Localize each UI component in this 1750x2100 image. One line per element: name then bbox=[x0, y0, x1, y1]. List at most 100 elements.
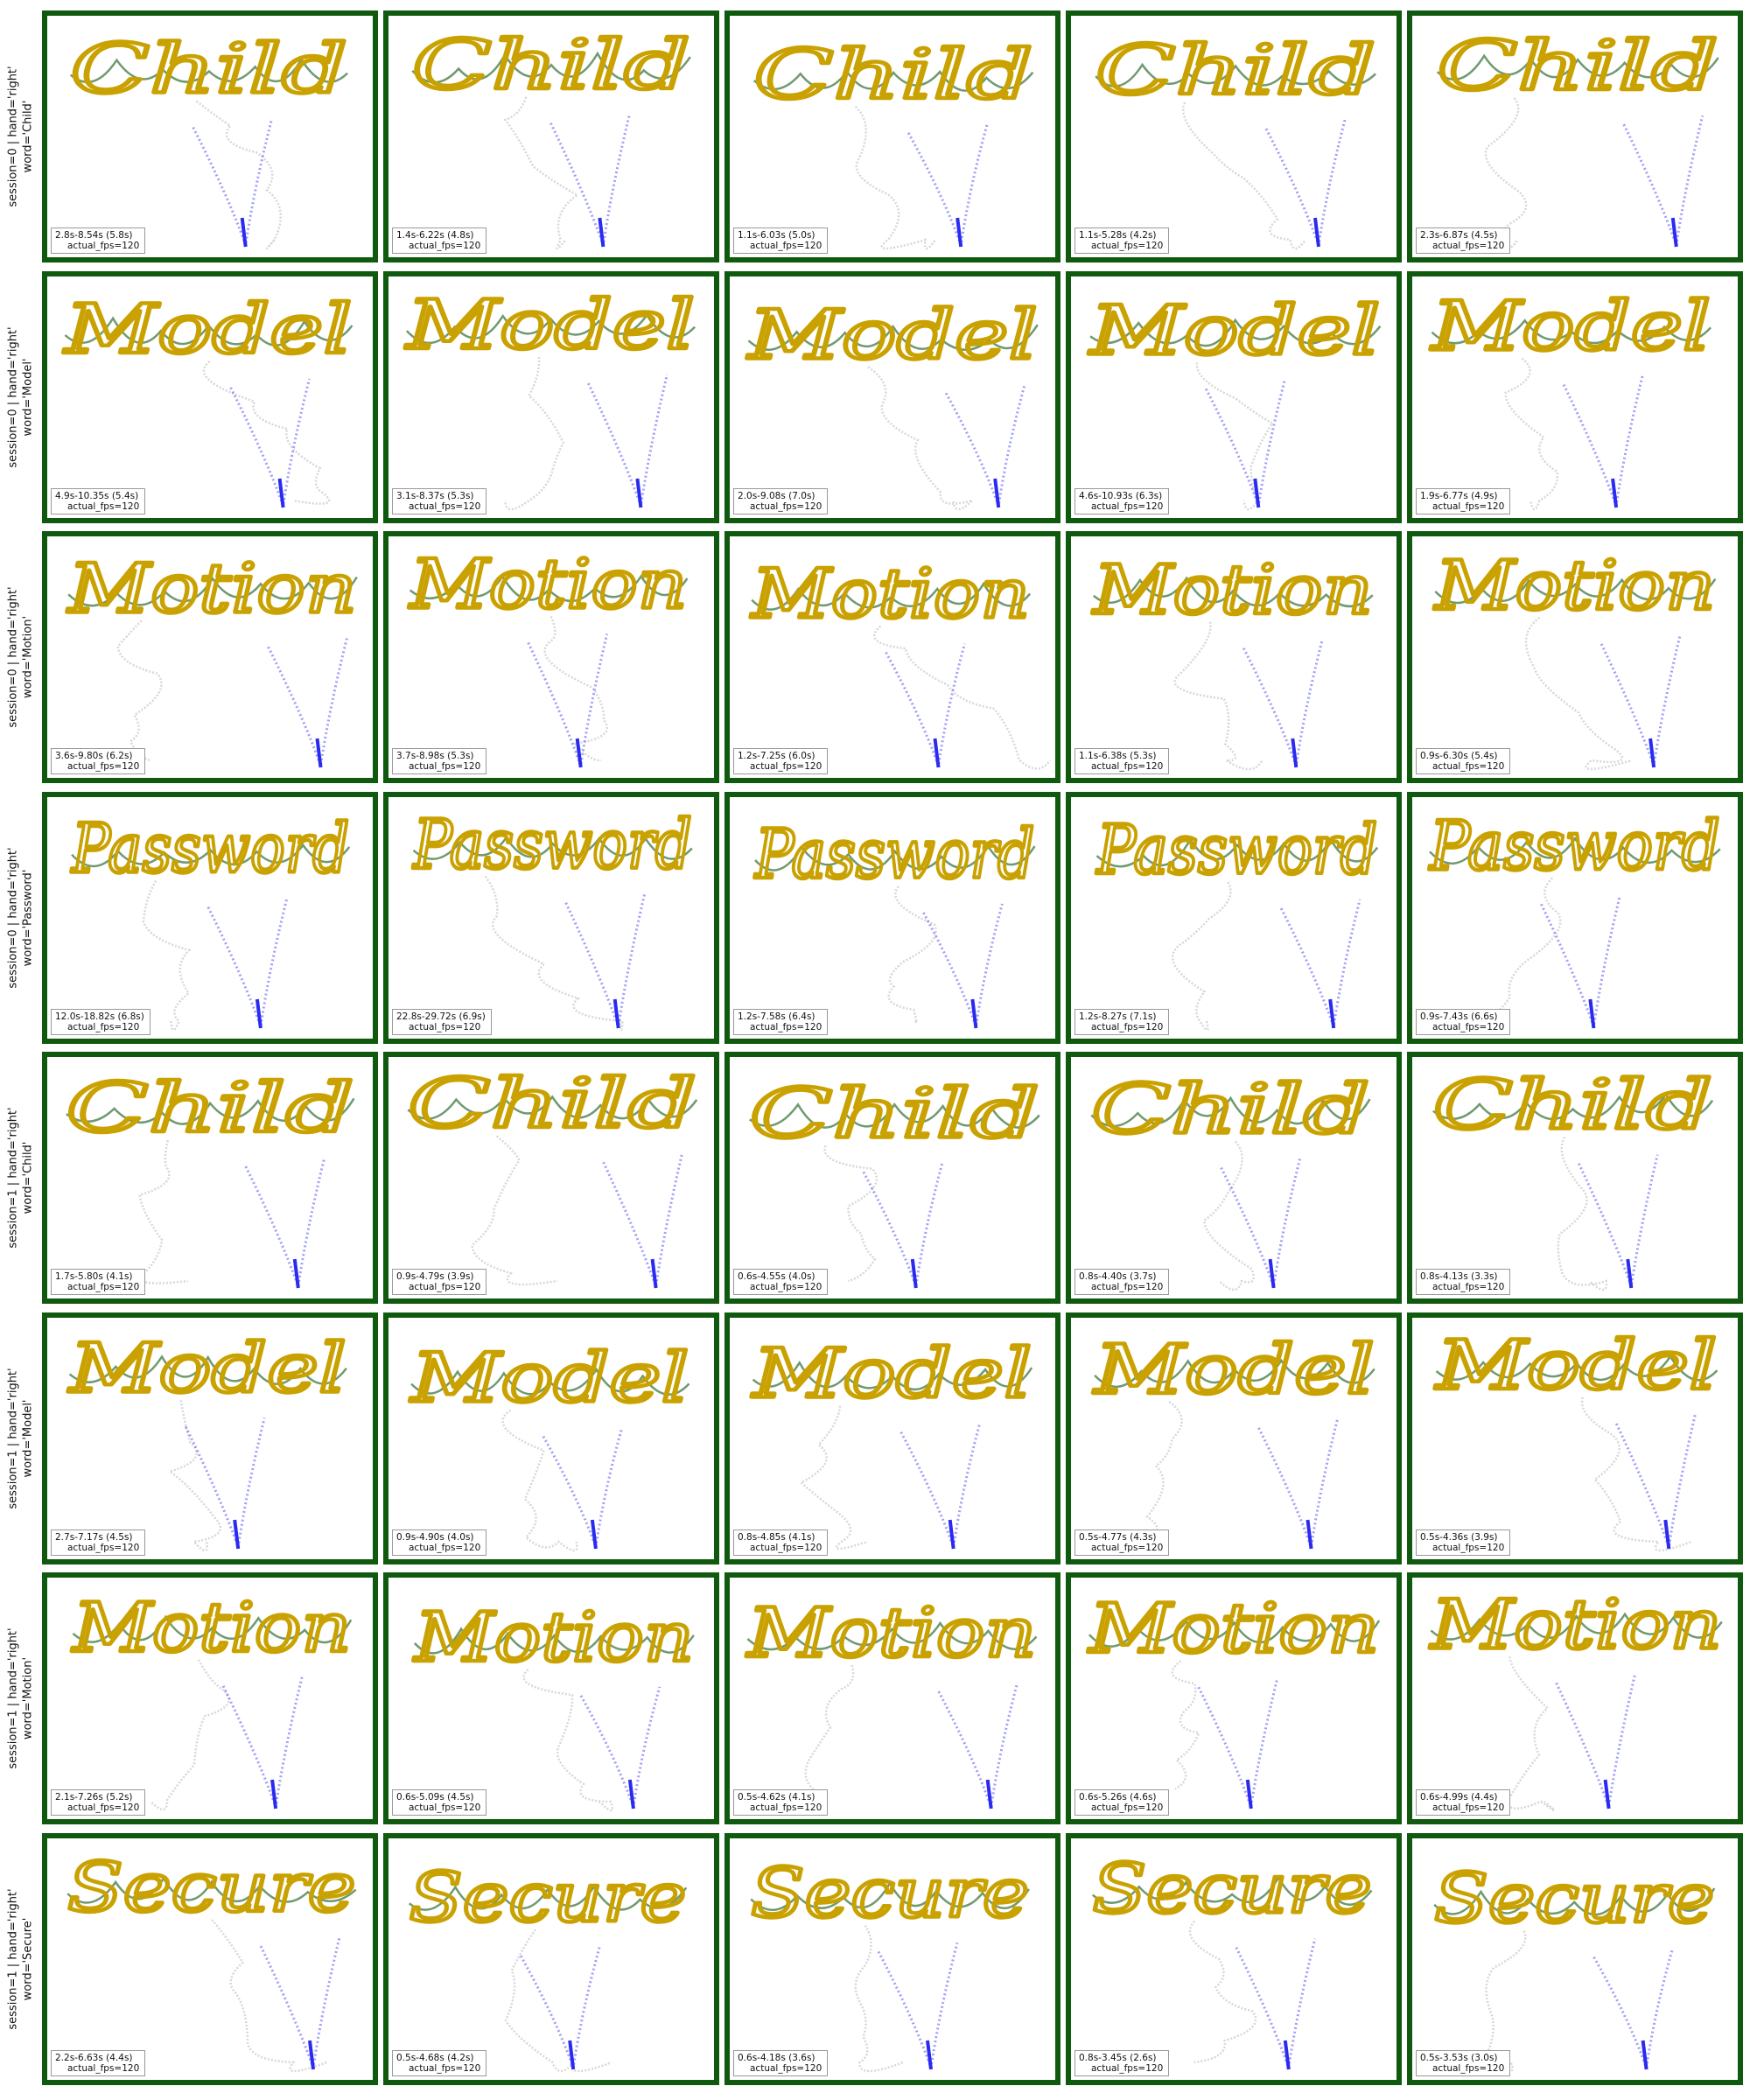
time-caption: 1.2s-8.27s (7.1s) actual_fps=120 bbox=[1074, 1009, 1170, 1035]
approach-end bbox=[1648, 738, 1656, 768]
approach-end bbox=[933, 738, 941, 768]
trajectory-plot: Password bbox=[68, 808, 351, 1032]
time-range: 0.8s-3.45s (2.6s) bbox=[1079, 2053, 1157, 2063]
fps-label: actual_fps=120 bbox=[750, 1802, 822, 1813]
time-range: 0.9s-6.30s (5.4s) bbox=[1420, 751, 1498, 761]
time-caption: 0.5s-4.77s (4.3s) actual_fps=120 bbox=[1074, 1530, 1170, 1556]
connector-trace bbox=[749, 1102, 1040, 1129]
approach-trace bbox=[519, 1946, 601, 2068]
time-range: 0.5s-4.68s (4.2s) bbox=[396, 2053, 474, 2063]
fps-label: actual_fps=120 bbox=[67, 2063, 140, 2074]
idle-trace bbox=[1484, 97, 1528, 250]
connector-trace bbox=[408, 1884, 688, 1911]
trajectory-plot: Model bbox=[407, 1337, 691, 1552]
idle-trace bbox=[142, 880, 192, 1032]
idle-trace bbox=[1557, 1137, 1608, 1292]
approach-trace bbox=[937, 1682, 1019, 1808]
connector-trace bbox=[1430, 1612, 1723, 1641]
approach-trace bbox=[564, 893, 647, 1027]
approach-trace bbox=[192, 118, 274, 246]
time-caption: 0.8s-4.13s (3.3s) actual_fps=120 bbox=[1416, 1269, 1511, 1295]
trajectory-plot: Secure bbox=[1090, 1848, 1374, 2070]
approach-end bbox=[270, 1779, 278, 1810]
connector-trace bbox=[1431, 318, 1712, 345]
trajectory-panel: Password 22.8s-29.72s (6.9s) actual_fps=12… bbox=[383, 792, 719, 1044]
approach-end bbox=[292, 1258, 300, 1289]
fps-label: actual_fps=120 bbox=[1432, 1282, 1505, 1292]
time-caption: 1.4s-6.22s (4.8s) actual_fps=120 bbox=[392, 228, 487, 254]
time-range: 0.9s-4.79s (3.9s) bbox=[396, 1271, 474, 1282]
row-label-line1: session=1 | hand='right' bbox=[7, 1368, 20, 1509]
idle-trace bbox=[1171, 1660, 1200, 1790]
connector-trace bbox=[1094, 1358, 1376, 1389]
trajectory-plot: Model bbox=[1090, 1329, 1376, 1552]
row-label: session=1 | hand='right' word='Secure' bbox=[0, 1833, 42, 2085]
written-word: Model bbox=[67, 1329, 346, 1408]
trajectory-plot: Motion bbox=[744, 1592, 1039, 1810]
written-word: Motion bbox=[413, 1599, 694, 1677]
connector-trace bbox=[69, 57, 348, 83]
written-word: Motion bbox=[1433, 547, 1715, 626]
trajectory-panel: Child 0.8s-4.13s (3.3s) actual_fps=120 bbox=[1407, 1052, 1743, 1304]
idle-trace bbox=[167, 1400, 221, 1552]
idle-trace bbox=[503, 96, 580, 250]
connector-trace bbox=[1090, 1096, 1371, 1128]
trajectory-panel: Model 0.5s-4.36s (3.9s) actual_fps=120 bbox=[1407, 1312, 1743, 1564]
time-range: 3.1s-8.37s (5.3s) bbox=[396, 491, 474, 501]
time-caption: 0.6s-5.09s (4.5s) actual_fps=120 bbox=[392, 1789, 487, 1816]
written-word: Password bbox=[412, 806, 692, 885]
time-caption: 0.8s-3.45s (2.6s) actual_fps=120 bbox=[1074, 2050, 1170, 2076]
idle-trace bbox=[1188, 1920, 1257, 2064]
approach-end bbox=[948, 1519, 956, 1550]
trajectory-plot: Motion bbox=[1432, 545, 1718, 771]
time-range: 2.8s-8.54s (5.8s) bbox=[55, 230, 133, 241]
connector-trace bbox=[413, 1627, 695, 1655]
row-label: session=0 | hand='right' word='Motion' bbox=[0, 531, 42, 783]
row-label-text: session=1 | hand='right' word='Secure' bbox=[6, 1888, 36, 2029]
time-range: 1.4s-6.22s (4.8s) bbox=[396, 230, 474, 241]
connector-trace bbox=[410, 1367, 690, 1396]
approach-trace bbox=[542, 1427, 624, 1548]
approach-end bbox=[926, 2040, 933, 2070]
idle-trace bbox=[1580, 1396, 1691, 1552]
time-range: 12.0s-18.82s (6.8s) bbox=[55, 1012, 144, 1022]
written-word: Child bbox=[1091, 1071, 1369, 1150]
approach-trace bbox=[1220, 1158, 1302, 1287]
trajectory-plot: Motion bbox=[406, 543, 690, 768]
time-range: 0.5s-4.36s (3.9s) bbox=[1420, 1532, 1498, 1543]
written-word: Child bbox=[1096, 32, 1376, 110]
trajectory-panel: Model 4.9s-10.35s (5.4s) actual_fps=120 bbox=[42, 271, 378, 523]
fps-label: actual_fps=120 bbox=[67, 501, 140, 512]
connector-trace bbox=[64, 316, 354, 346]
connector-trace bbox=[746, 1620, 1038, 1651]
trajectory-plot: Model bbox=[745, 294, 1040, 511]
idle-trace bbox=[471, 1135, 558, 1286]
fps-label: actual_fps=120 bbox=[1432, 1802, 1505, 1813]
fps-label: actual_fps=120 bbox=[750, 501, 822, 512]
time-caption: 0.6s-4.18s (3.6s) actual_fps=120 bbox=[733, 2050, 829, 2076]
approach-end bbox=[1253, 478, 1261, 508]
row-label: session=1 | hand='right' word='Child' bbox=[0, 1052, 42, 1304]
row-label-line1: session=0 | hand='right' bbox=[7, 66, 20, 207]
connector-trace bbox=[1088, 1619, 1381, 1648]
connector-trace bbox=[411, 51, 691, 84]
trajectory-panel: Motion 1.1s-6.38s (5.3s) actual_fps=120 bbox=[1066, 531, 1402, 783]
trajectory-panel: Secure 0.6s-4.18s (3.6s) actual_fps=120 bbox=[724, 1833, 1060, 2085]
time-range: 3.7s-8.98s (5.3s) bbox=[396, 751, 474, 761]
idle-trace bbox=[211, 1919, 327, 2073]
row-label-line1: session=1 | hand='right' bbox=[7, 1107, 20, 1249]
approach-end bbox=[590, 1519, 598, 1550]
approach-trace bbox=[1555, 1674, 1637, 1808]
row-label: session=0 | hand='right' word='Password' bbox=[0, 792, 42, 1044]
row-label: session=1 | hand='right' word='Model' bbox=[0, 1312, 42, 1564]
fps-label: actual_fps=120 bbox=[409, 501, 481, 512]
trajectory-plot: Child bbox=[406, 1063, 698, 1289]
row-label: session=0 | hand='right' word='Child' bbox=[0, 10, 42, 262]
time-range: 0.6s-4.99s (4.4s) bbox=[1420, 1792, 1498, 1802]
fps-label: actual_fps=120 bbox=[750, 1282, 822, 1292]
trajectory-panel: Motion 0.9s-6.30s (5.4s) actual_fps=120 bbox=[1407, 531, 1743, 783]
written-word: Model bbox=[746, 296, 1038, 374]
time-caption: 0.6s-4.99s (4.4s) actual_fps=120 bbox=[1416, 1789, 1511, 1816]
time-caption: 2.2s-6.63s (4.4s) actual_fps=120 bbox=[51, 2050, 146, 2076]
trajectory-panel: Secure 2.2s-6.63s (4.4s) actual_fps=120 bbox=[42, 1833, 378, 2085]
